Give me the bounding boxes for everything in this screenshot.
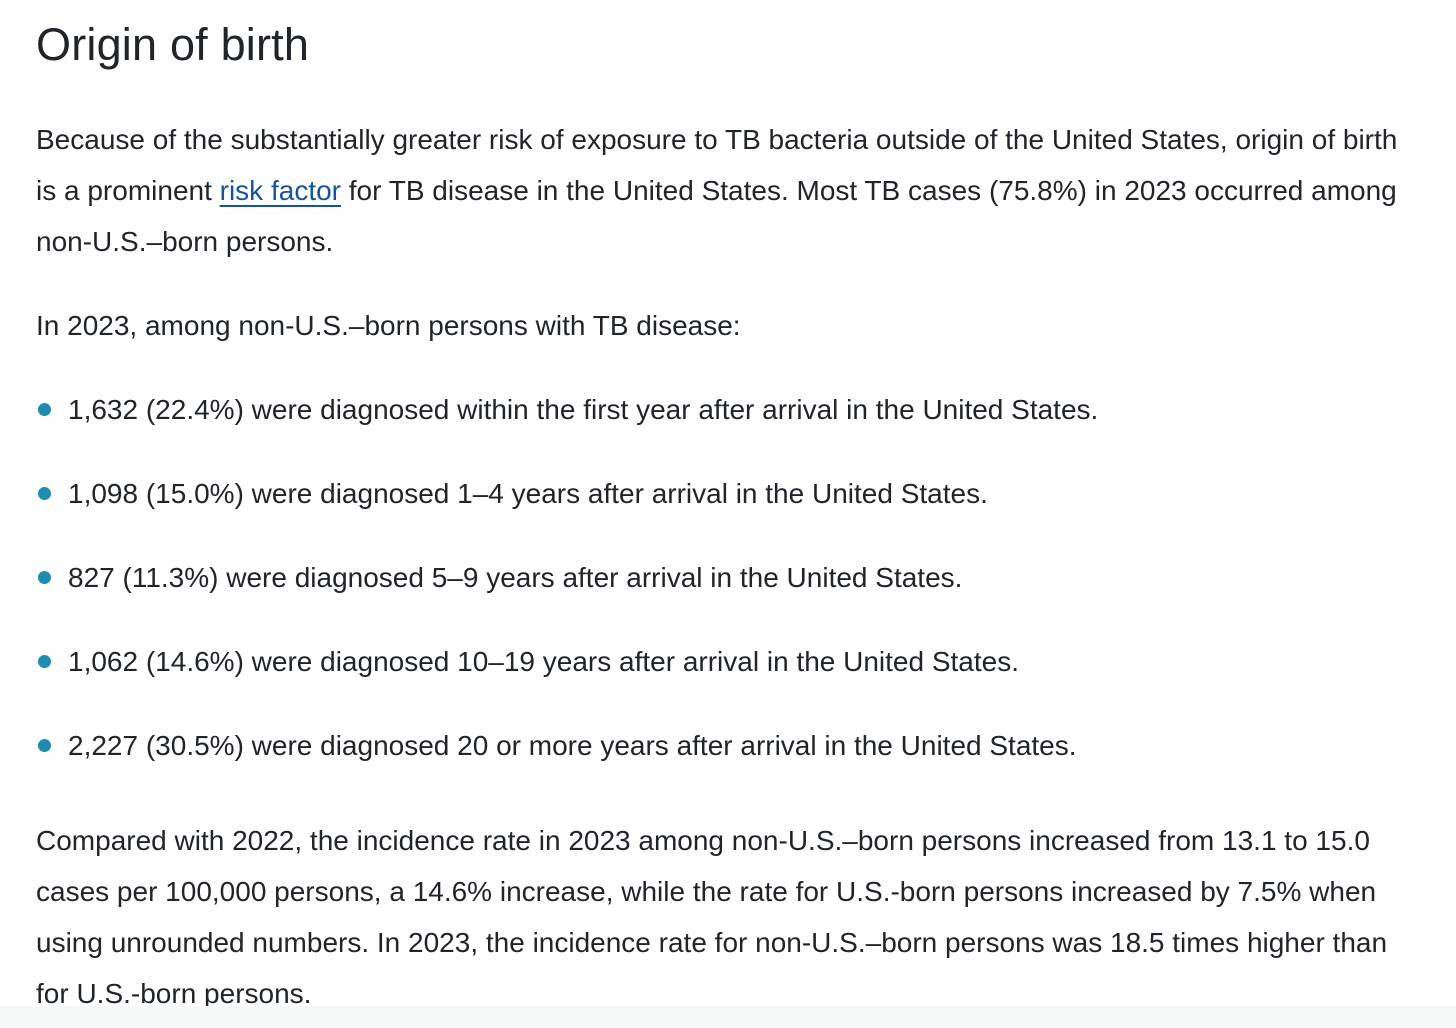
bullet-icon bbox=[38, 487, 51, 500]
list-item-text: 1,098 (15.0%) were diagnosed 1–4 years a… bbox=[68, 478, 988, 509]
bullet-icon bbox=[38, 655, 51, 668]
list-item-text: 2,227 (30.5%) were diagnosed 20 or more … bbox=[68, 730, 1077, 761]
list-item-text: 1,062 (14.6%) were diagnosed 10–19 years… bbox=[68, 646, 1020, 677]
intro-text-after-link: for TB disease in the United States. Mos… bbox=[36, 175, 1397, 257]
page-title: Origin of birth bbox=[36, 19, 310, 70]
list-item-text: 1,632 (22.4%) were diagnosed within the … bbox=[68, 394, 1099, 425]
list-item: 827 (11.3%) were diagnosed 5–9 years aft… bbox=[36, 552, 1416, 603]
list-item: 1,632 (22.4%) were diagnosed within the … bbox=[36, 384, 1416, 435]
list-item-text: 827 (11.3%) were diagnosed 5–9 years aft… bbox=[68, 562, 963, 593]
intro-text-before-link: Because of the substantially greater ris… bbox=[36, 124, 1398, 206]
closing-paragraph: Compared with 2022, the incidence rate i… bbox=[36, 825, 1388, 1009]
bottom-section-strip bbox=[0, 1006, 1456, 1028]
list-item: 1,098 (15.0%) were diagnosed 1–4 years a… bbox=[36, 468, 1416, 519]
risk-factor-link[interactable]: risk factor bbox=[219, 175, 341, 206]
bullet-icon bbox=[38, 571, 51, 584]
bullet-icon bbox=[38, 739, 51, 752]
bullet-icon bbox=[38, 403, 51, 416]
list-item: 1,062 (14.6%) were diagnosed 10–19 years… bbox=[36, 636, 1416, 687]
list-item: 2,227 (30.5%) were diagnosed 20 or more … bbox=[36, 720, 1416, 771]
intro-paragraph: Because of the substantially greater ris… bbox=[36, 114, 1416, 267]
stats-list: 1,632 (22.4%) were diagnosed within the … bbox=[36, 384, 1416, 771]
list-intro: In 2023, among non-U.S.–born persons wit… bbox=[36, 310, 741, 341]
